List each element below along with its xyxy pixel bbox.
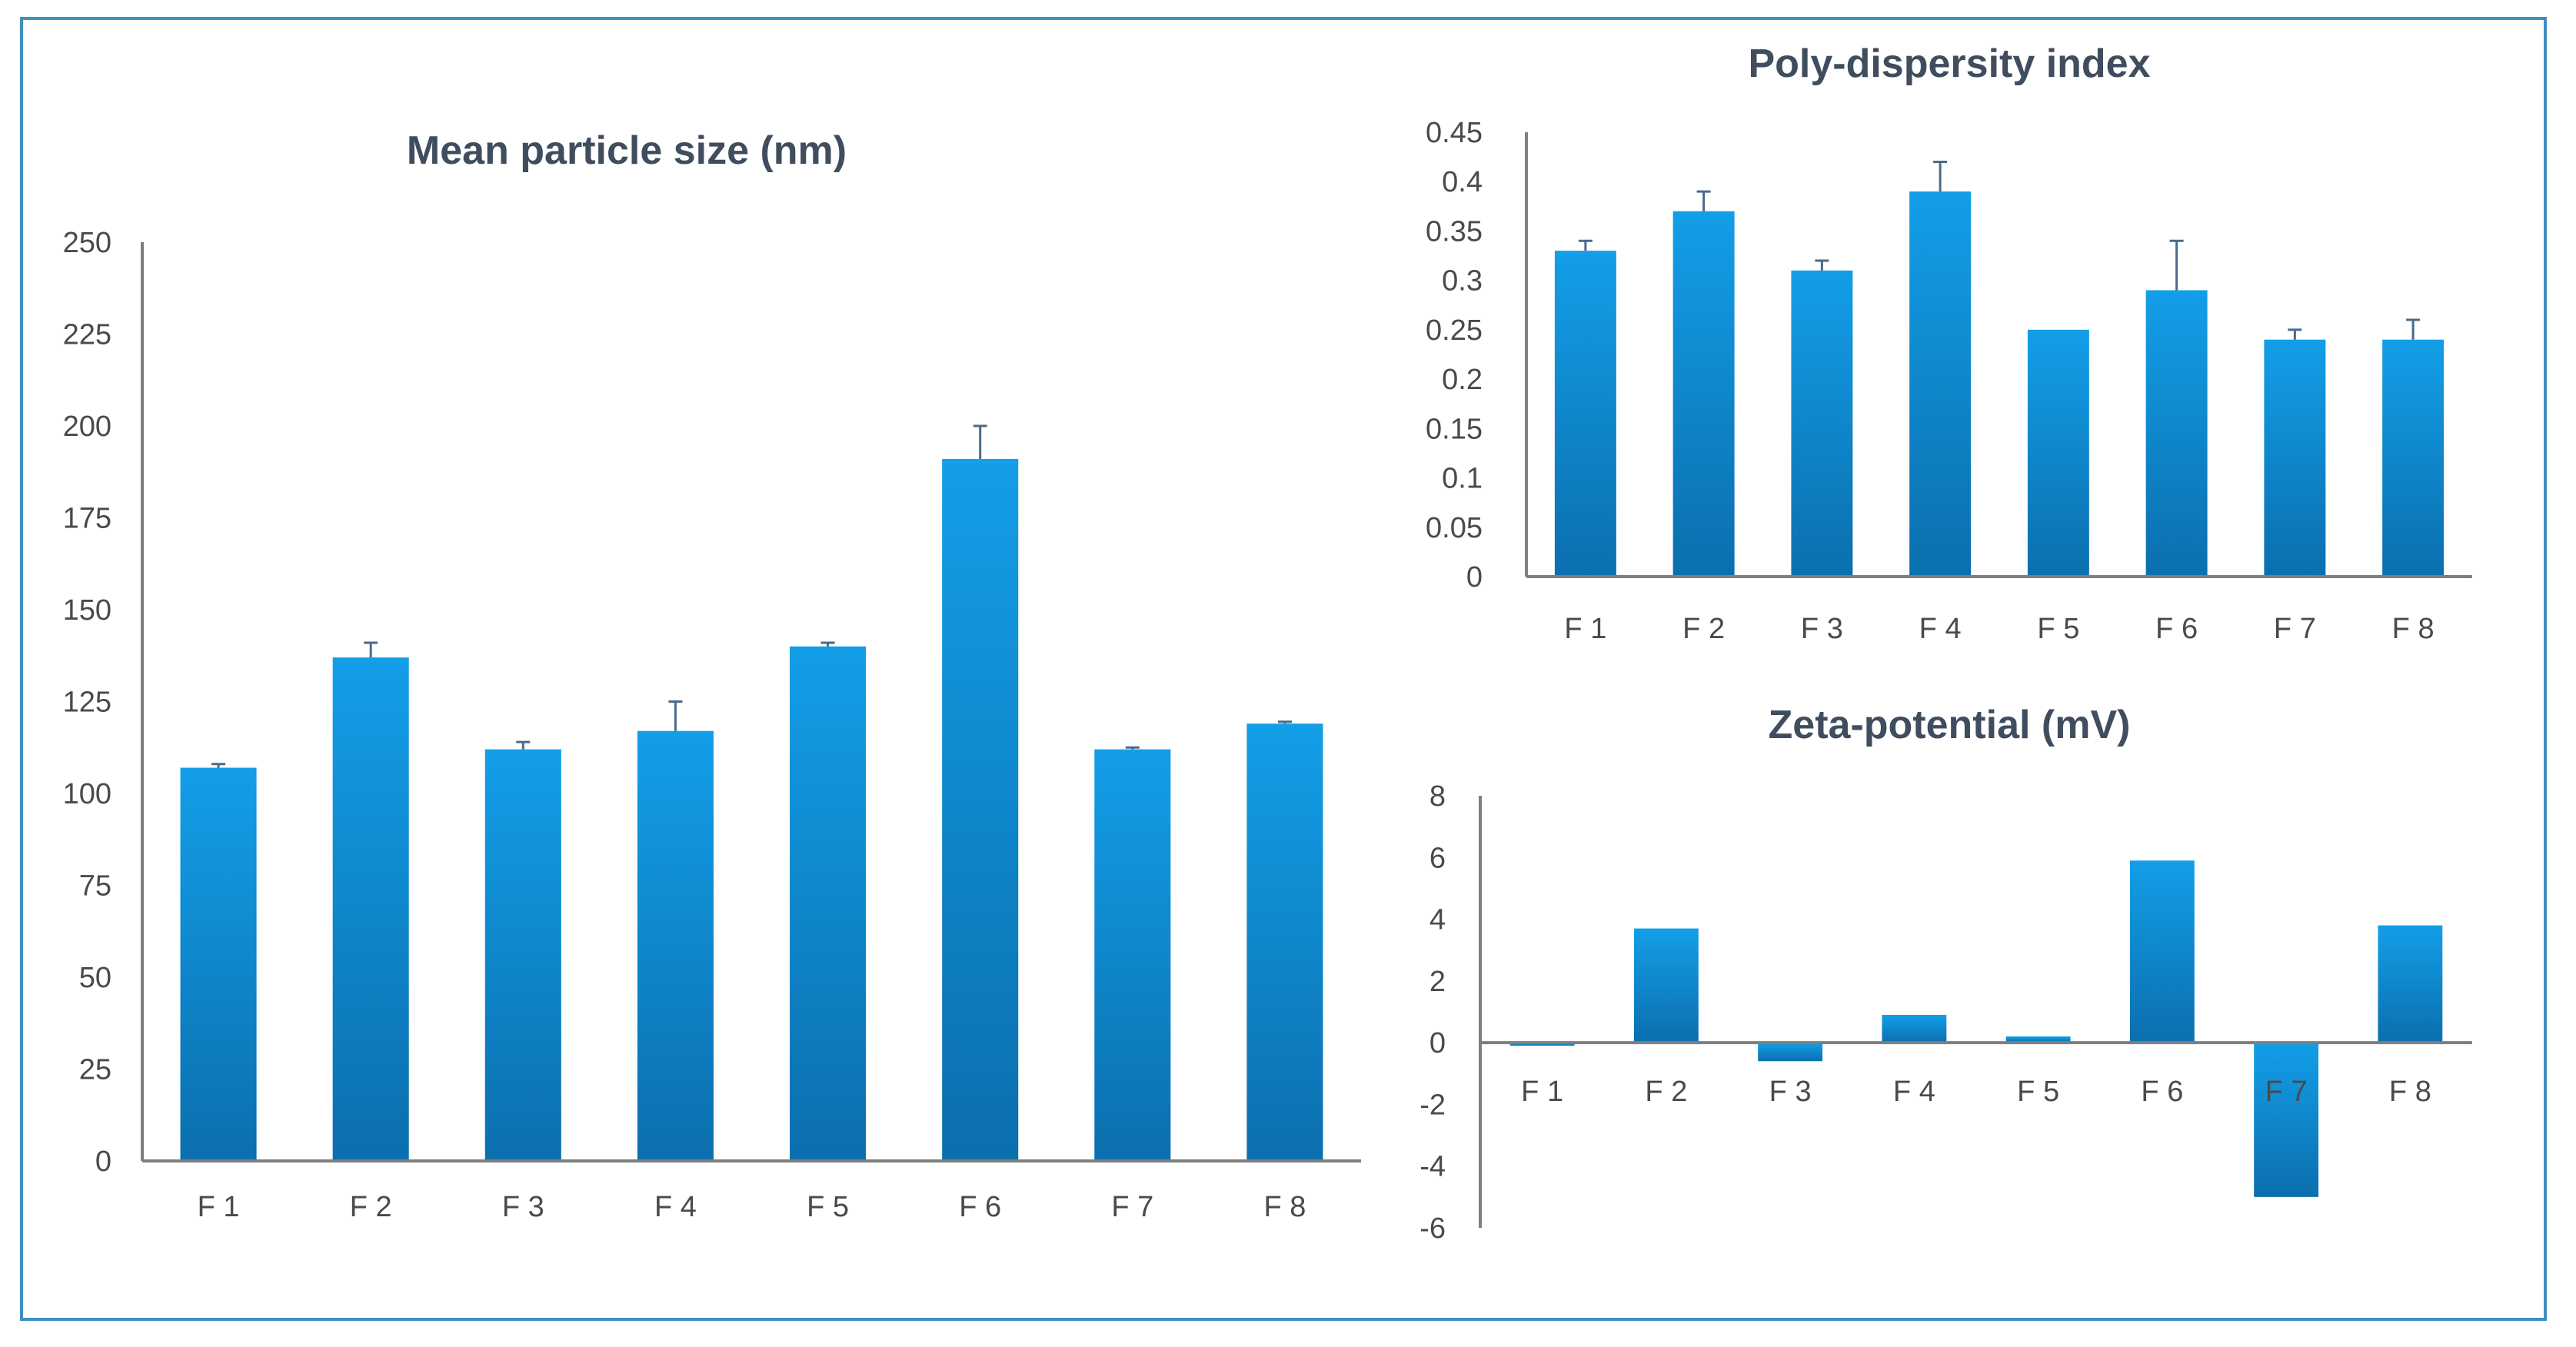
bar [1633, 928, 1699, 1043]
x-tick-label: F 5 [2017, 1076, 2059, 1108]
x-tick-label: F 5 [807, 1191, 849, 1223]
x-tick-label: F 2 [1645, 1076, 1687, 1108]
bar [2382, 339, 2445, 577]
bar [942, 459, 1019, 1161]
bar [2145, 290, 2208, 577]
bar [2005, 1036, 2071, 1043]
x-tick-label: F 5 [2037, 613, 2079, 645]
size-chart: 0 25 50 75 100 125 150 175 200 225 250 F 1 F 2 F 3 F 4… [63, 227, 1361, 1223]
bar [2027, 329, 2089, 577]
y-tick-label: 50 [79, 962, 111, 994]
y-tick-label: 25 [79, 1054, 111, 1086]
bar [180, 767, 257, 1161]
y-tick-label: 2 [1429, 966, 1446, 998]
x-tick-label: F 7 [1111, 1191, 1153, 1223]
bar [2254, 1043, 2319, 1197]
bar [1246, 723, 1323, 1161]
x-tick-label: F 2 [350, 1191, 392, 1223]
bar [1509, 1043, 1575, 1046]
x-tick-label: F 4 [1919, 613, 1962, 645]
bar [1094, 749, 1171, 1161]
x-tick-label: F 7 [2274, 613, 2316, 645]
y-tick-label: 0.05 [1426, 512, 1483, 544]
y-tick-label: 225 [63, 319, 111, 351]
x-tick-label: F 6 [2155, 613, 2198, 645]
y-tick-label: 0 [1466, 561, 1483, 594]
bar [1672, 211, 1735, 577]
x-tick-label: F 8 [1263, 1191, 1306, 1223]
pdi-chart: 0 0.05 0.1 0.15 0.2 0.25 0.3 0.35 0.4 0.45 F 1 F 2 F… [1426, 117, 2472, 645]
y-tick-label: 175 [63, 503, 111, 535]
y-tick-label: -4 [1419, 1151, 1446, 1183]
bar [2129, 860, 2195, 1043]
bar [1791, 270, 1853, 577]
zeta-chart: -6 -4 -2 0 2 4 6 8 F 1 F 2 F 3 F 4 F 5 F 6 F 7 F 8 [1419, 780, 2472, 1245]
y-tick-label: 0 [95, 1146, 111, 1178]
x-tick-label: F 1 [1564, 613, 1606, 645]
y-tick-label: 8 [1429, 780, 1446, 813]
pdi-chart-title: Poly-dispersity index [1748, 42, 2150, 86]
y-tick-label: 0.15 [1426, 413, 1483, 445]
y-tick-label: 0.35 [1426, 215, 1483, 248]
y-tick-label: 0.2 [1442, 364, 1483, 396]
y-tick-label: 0.1 [1442, 463, 1483, 495]
y-tick-label: 0 [1429, 1027, 1446, 1059]
x-tick-label: F 1 [198, 1191, 240, 1223]
y-tick-label: 250 [63, 227, 111, 259]
y-tick-label: 75 [79, 870, 111, 903]
y-tick-label: 0.3 [1442, 265, 1483, 298]
bar [1909, 191, 1972, 577]
y-tick-label: -2 [1419, 1089, 1446, 1121]
x-tick-label: F 8 [2389, 1076, 2431, 1108]
x-tick-label: F 4 [654, 1191, 697, 1223]
bar [1758, 1043, 1823, 1062]
y-tick-label: 0.4 [1442, 166, 1483, 198]
bar [332, 657, 409, 1161]
zeta-chart-title: Zeta-potential (mV) [1769, 703, 2131, 747]
x-tick-label: F 1 [1521, 1076, 1563, 1108]
y-tick-label: 150 [63, 594, 111, 627]
x-tick-label: F 7 [2265, 1076, 2308, 1108]
size-chart-title: Mean particle size (nm) [407, 128, 847, 173]
x-tick-label: F 4 [1893, 1076, 1935, 1108]
bar [2264, 339, 2326, 577]
x-tick-label: F 3 [1801, 613, 1843, 645]
y-tick-label: 6 [1429, 842, 1446, 874]
bar [484, 749, 561, 1161]
y-tick-label: -6 [1419, 1212, 1446, 1245]
x-tick-label: F 2 [1682, 613, 1725, 645]
bar [1882, 1015, 1947, 1043]
x-tick-label: F 6 [959, 1191, 1001, 1223]
x-tick-label: F 3 [502, 1191, 544, 1223]
x-tick-label: F 8 [2392, 613, 2435, 645]
bar [2378, 925, 2443, 1043]
bar [790, 646, 867, 1161]
y-tick-label: 125 [63, 687, 111, 719]
y-tick-label: 100 [63, 778, 111, 810]
y-tick-label: 4 [1429, 904, 1446, 936]
y-tick-label: 200 [63, 411, 111, 443]
bar [637, 730, 714, 1161]
bar [1554, 251, 1616, 577]
y-tick-label: 0.45 [1426, 117, 1483, 149]
x-tick-label: F 3 [1769, 1076, 1812, 1108]
y-tick-label: 0.25 [1426, 314, 1483, 347]
x-tick-label: F 6 [2141, 1076, 2183, 1108]
